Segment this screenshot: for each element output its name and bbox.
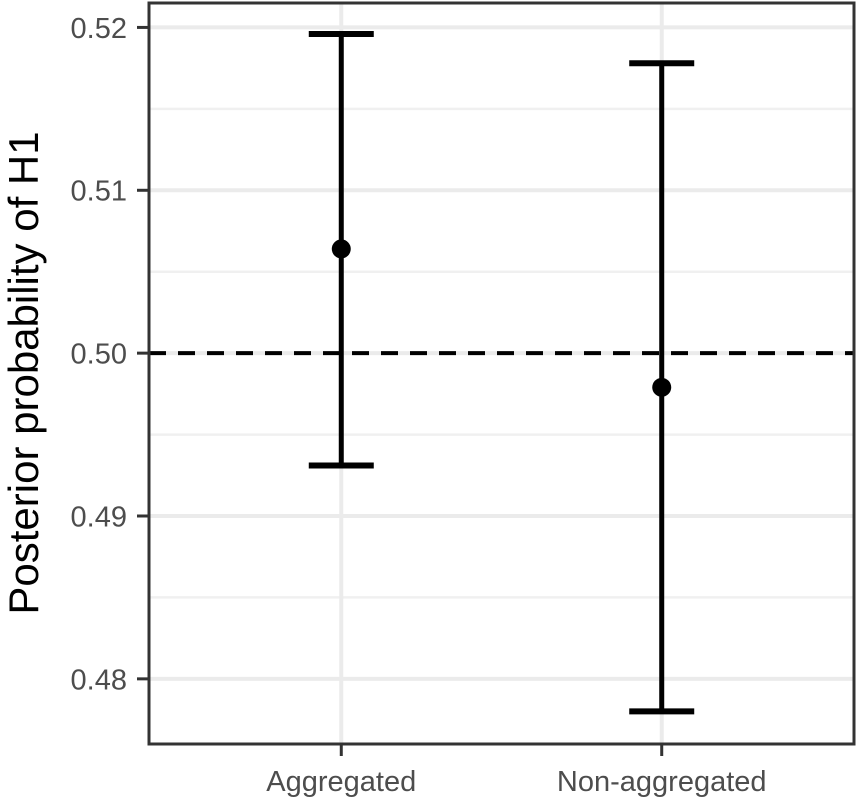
x-category-label: Aggregated: [266, 766, 416, 798]
y-tick-label: 0.48: [71, 664, 127, 696]
y-tick-label: 0.51: [71, 176, 127, 208]
axis-ticks-layer: [137, 25, 664, 756]
axis-labels-layer: 0.48 0.49 0.50 0.51 0.52 Aggregated Non-aggreg…: [71, 13, 767, 798]
gridlines-layer: [149, 3, 854, 744]
y-axis-title: Posterior probability of H1: [0, 131, 47, 614]
point-estimate: [652, 377, 672, 397]
y-tick-label: 0.49: [71, 501, 127, 533]
panel-border-layer: [147, 1, 856, 746]
point-estimate: [331, 239, 351, 259]
error-bar-group: [308, 30, 374, 469]
error-bar-group: [629, 60, 695, 715]
y-tick-label: 0.50: [71, 339, 127, 371]
y-tick-label: 0.52: [71, 13, 127, 45]
panel-border: [147, 1, 856, 746]
error-bars-layer: [308, 30, 695, 715]
x-category-label: Non-aggregated: [557, 766, 767, 798]
